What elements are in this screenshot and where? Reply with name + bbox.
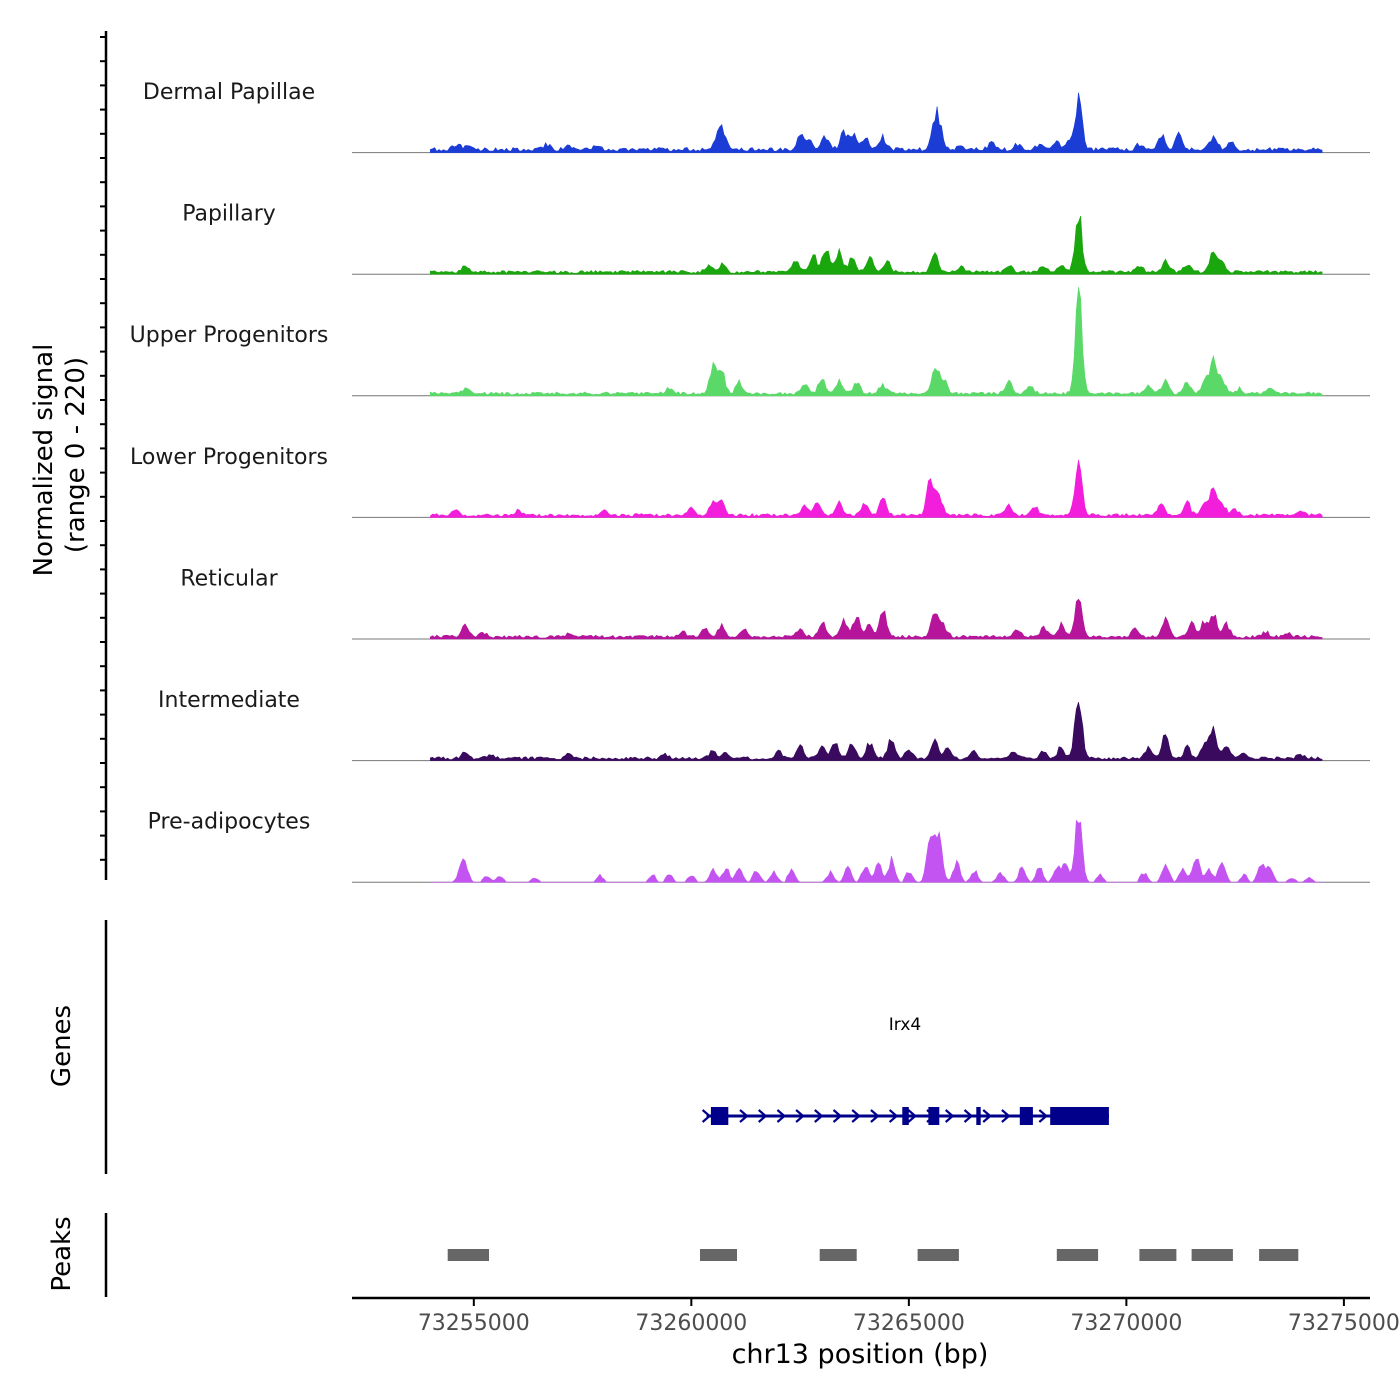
track-intermediate: Intermediate	[158, 688, 1370, 762]
gene-exon	[928, 1107, 940, 1125]
strand-arrow	[1038, 1109, 1048, 1123]
coverage-tracks: Dermal Papillae Papillary Upper Progenitor…	[130, 80, 1370, 883]
coverage-area	[430, 459, 1323, 518]
coverage-area	[430, 819, 1323, 883]
genes-panel-label: Genes	[47, 1005, 77, 1087]
gene-exon	[902, 1107, 909, 1125]
signal-y-axis-ticks	[100, 36, 106, 861]
strand-arrow	[739, 1109, 749, 1123]
track-papillary: Papillary	[182, 202, 1370, 275]
coverage-area	[430, 215, 1323, 275]
strand-arrow	[701, 1109, 712, 1123]
x-tick-label: 73270000	[1070, 1311, 1182, 1336]
track-label: Reticular	[180, 566, 278, 591]
x-tick-label: 73255000	[418, 1311, 530, 1336]
strand-arrow	[851, 1109, 861, 1123]
peak-region	[1191, 1249, 1233, 1261]
gene-model-irx4	[701, 1107, 1109, 1125]
track-label: Pre-adipocytes	[148, 810, 311, 835]
track-upper-progenitors: Upper Progenitors	[130, 287, 1370, 397]
track-lower-progenitors: Lower Progenitors	[130, 445, 1370, 518]
track-label: Lower Progenitors	[130, 445, 328, 470]
x-tick-label: 73275000	[1288, 1311, 1400, 1336]
coverage-area	[430, 92, 1323, 153]
gene-exon	[710, 1107, 729, 1125]
track-label: Intermediate	[158, 688, 300, 713]
strand-arrow	[776, 1109, 787, 1123]
strand-arrow	[1001, 1109, 1011, 1123]
track-dermal-papillae: Dermal Papillae	[143, 80, 1370, 154]
peak-region	[447, 1249, 489, 1261]
strand-arrow	[832, 1109, 843, 1123]
x-axis-ticks: 73255000 73260000 73265000 73270000 73275000	[418, 1298, 1400, 1336]
gene-name-label: Irx4	[889, 1015, 921, 1035]
peaks-panel-label: Peaks	[47, 1216, 77, 1291]
strand-arrow	[757, 1109, 768, 1123]
gene-exon	[1050, 1107, 1109, 1125]
x-tick-label: 73265000	[853, 1311, 965, 1336]
strand-arrow	[814, 1109, 824, 1123]
peak-region	[700, 1249, 737, 1261]
peak-region	[1259, 1249, 1299, 1261]
y-axis-title-line1: Normalized signal	[29, 344, 59, 577]
track-reticular: Reticular	[180, 566, 1370, 640]
track-label: Papillary	[182, 202, 276, 227]
coverage-area	[430, 702, 1323, 761]
peak-regions	[447, 1249, 1299, 1261]
peak-region	[1056, 1249, 1099, 1261]
coverage-area	[430, 287, 1323, 397]
gene-exon	[1019, 1107, 1033, 1125]
x-axis-title: chr13 position (bp)	[732, 1339, 989, 1370]
y-axis-title-line2: (range 0 - 220)	[61, 357, 91, 553]
track-label: Upper Progenitors	[130, 323, 329, 348]
strand-arrow	[944, 1109, 955, 1123]
strand-arrow	[795, 1109, 805, 1123]
strand-arrow	[963, 1109, 974, 1123]
peak-region	[1139, 1249, 1177, 1261]
strand-arrow	[982, 1109, 992, 1123]
x-tick-label: 73260000	[635, 1311, 747, 1336]
gene-exon	[976, 1107, 981, 1125]
strand-arrow	[870, 1109, 880, 1123]
peak-region	[819, 1249, 857, 1261]
track-label: Dermal Papillae	[143, 80, 315, 105]
track-pre-adipocytes: Pre-adipocytes	[148, 810, 1370, 883]
strand-arrow	[888, 1109, 899, 1123]
coverage-area	[430, 598, 1323, 640]
strand-arrow	[907, 1109, 917, 1123]
peak-region	[917, 1249, 959, 1261]
